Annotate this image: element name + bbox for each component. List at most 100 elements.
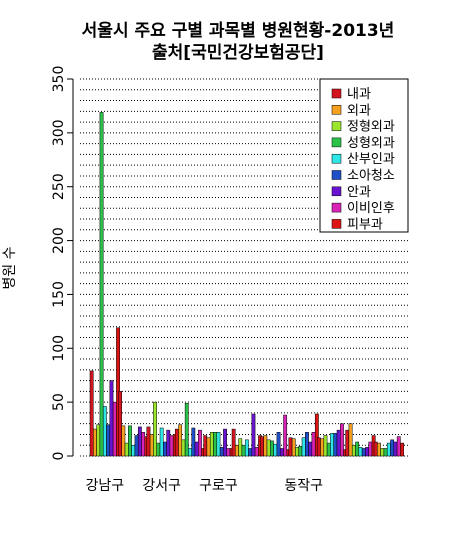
- bar: [121, 425, 126, 457]
- bar: [358, 447, 363, 457]
- bar: [102, 406, 107, 457]
- y-tick-label: 0: [51, 452, 67, 461]
- bar: [314, 413, 319, 457]
- bar: [137, 426, 142, 457]
- x-tick-label: 강서구: [142, 478, 181, 494]
- bar: [209, 432, 214, 457]
- bar: [355, 441, 360, 457]
- legend-swatch: [331, 121, 342, 131]
- bar: [273, 443, 278, 457]
- legend-label: 내과: [347, 87, 371, 102]
- bar: [326, 442, 331, 457]
- bar: [124, 442, 129, 457]
- legend-label: 산부인과: [347, 152, 395, 167]
- bar: [198, 429, 202, 457]
- bar: [188, 448, 192, 457]
- bar: [330, 433, 334, 457]
- legend-swatch: [331, 137, 342, 148]
- bar: [320, 438, 325, 457]
- bar: [340, 423, 344, 457]
- y-tick-label: 200: [51, 227, 67, 254]
- bar: [270, 440, 274, 457]
- bar: [131, 444, 136, 457]
- bar: [311, 432, 316, 457]
- bar: [263, 435, 268, 457]
- bar: [351, 444, 356, 457]
- legend-swatch: [331, 105, 342, 115]
- bar: [134, 435, 139, 457]
- bar: [393, 441, 398, 457]
- bar: [149, 434, 154, 457]
- bar: [163, 441, 167, 457]
- bar: [279, 448, 284, 457]
- bar: [396, 436, 401, 457]
- bar: [128, 425, 132, 457]
- legend-swatch: [331, 170, 342, 180]
- chart-title: 서울시 주요 구별 과목별 병원현황-2013년: [82, 21, 395, 41]
- bar: [276, 432, 281, 457]
- bar: [266, 439, 271, 457]
- legend-label: 외과: [347, 103, 371, 118]
- bar: [99, 112, 104, 457]
- bar: [323, 435, 328, 457]
- x-tick-label: 동작구: [284, 478, 323, 494]
- bar: [93, 428, 97, 457]
- bar: [109, 380, 114, 457]
- bar: [235, 444, 239, 457]
- bar: [146, 426, 151, 457]
- bar: [365, 447, 369, 457]
- bar: [248, 448, 253, 457]
- bar: [219, 447, 224, 457]
- bar: [316, 437, 321, 457]
- legend-label: 성형외과: [347, 136, 395, 151]
- bar: [238, 438, 243, 457]
- bar: [96, 424, 101, 457]
- bar: [298, 446, 303, 457]
- bar: [254, 447, 259, 457]
- legend-swatch: [331, 202, 342, 213]
- y-tick-label: 350: [51, 66, 67, 93]
- x-axis-labels: 강남구 강서구 구로구 동작구: [86, 478, 324, 494]
- bar: [191, 427, 196, 457]
- bar: [231, 428, 236, 457]
- y-tick-label: 150: [51, 281, 67, 308]
- bar: [112, 401, 117, 457]
- bar: [166, 429, 171, 457]
- bar: [178, 424, 183, 457]
- bar: [241, 444, 246, 457]
- legend-label: 정형외과: [347, 120, 395, 135]
- bar: [203, 435, 208, 457]
- bar: [153, 401, 157, 457]
- bar: [141, 432, 146, 457]
- legend-label: 안과: [347, 185, 371, 200]
- bar: [89, 370, 94, 457]
- bar: [380, 448, 385, 457]
- bar: [336, 429, 341, 457]
- bar: [308, 441, 313, 457]
- bar: [213, 432, 218, 457]
- bar: [383, 448, 388, 457]
- legend-label: 이비인후: [347, 201, 395, 216]
- bar: [106, 424, 111, 457]
- legend-label: 소아청소: [347, 169, 395, 184]
- bar: [194, 441, 199, 457]
- bar: [368, 441, 373, 457]
- bars: [89, 112, 404, 457]
- bar: [244, 439, 249, 457]
- bar: [291, 438, 296, 457]
- y-tick-label: 300: [51, 119, 67, 146]
- bar: [361, 448, 366, 457]
- bar: [226, 448, 231, 457]
- bar: [348, 423, 353, 457]
- bar: [377, 442, 381, 457]
- bar: [174, 428, 179, 457]
- legend-swatch: [331, 186, 342, 197]
- bar: [288, 437, 293, 457]
- bar: [345, 429, 350, 457]
- bar: [283, 414, 288, 457]
- x-tick-label: 구로구: [199, 478, 238, 494]
- chart-subtitle: 출처[국민건강보험공단]: [152, 42, 324, 63]
- bar: [118, 391, 122, 457]
